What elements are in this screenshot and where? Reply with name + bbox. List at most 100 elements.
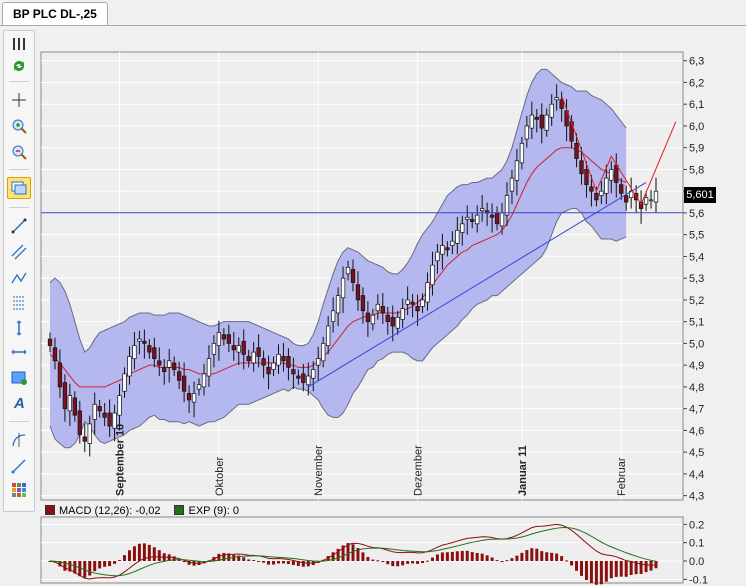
macd-line	[49, 523, 657, 580]
crosshair-tool-button[interactable]	[7, 89, 31, 111]
trendline-support[interactable]	[308, 182, 647, 388]
y-tick-label: 5,2	[689, 295, 704, 307]
macd-histogram-bar	[127, 550, 131, 561]
macd-histogram-bar	[137, 543, 141, 561]
horizontal-line-icon	[11, 349, 27, 355]
fibonacci-tool-button[interactable]	[7, 291, 31, 313]
macd-histogram-bar	[291, 561, 295, 566]
candle	[554, 97, 559, 101]
candle	[435, 251, 440, 262]
candle	[440, 245, 445, 255]
menu-tool-button[interactable]	[7, 33, 31, 55]
chart-tab[interactable]: BP PLC DL-,25	[2, 2, 108, 25]
candle	[122, 373, 127, 392]
macd-histogram-bar	[450, 551, 454, 561]
horizontal-line-tool-button[interactable]	[7, 341, 31, 363]
refresh-tool-button[interactable]	[7, 55, 31, 77]
vertical-line-tool-button[interactable]	[7, 317, 31, 339]
macd-histogram-bar	[336, 548, 340, 561]
candle	[231, 345, 236, 351]
candle	[519, 142, 525, 164]
candle	[172, 362, 177, 370]
candle	[340, 277, 346, 299]
macd-histogram-bar	[83, 561, 87, 578]
candle	[534, 116, 539, 120]
macd-histogram-bar	[550, 552, 554, 561]
candle	[201, 373, 207, 388]
y-tick-label: 5,4	[689, 251, 704, 263]
candle	[57, 362, 63, 388]
y-tick-label: 5,9	[689, 143, 704, 155]
chart-overlay-tool-button[interactable]	[7, 177, 31, 199]
macd-histogram-bar	[252, 560, 256, 562]
x-axis-label: Dezember	[413, 445, 425, 496]
candle	[395, 316, 400, 329]
candle	[67, 395, 73, 412]
macd-histogram-bar	[123, 555, 127, 561]
zoom-out-tool-button[interactable]	[7, 141, 31, 163]
macd-histogram-bar	[570, 561, 574, 566]
macd-histogram-bar	[649, 561, 653, 571]
candle	[375, 303, 380, 312]
current-price-badge: 5,601	[684, 187, 716, 203]
toolbar-separator	[9, 207, 29, 208]
macd-tick-label: -0.1	[689, 574, 708, 586]
y-tick-label: 4,7	[689, 404, 704, 416]
y-tick-label: 4,4	[689, 469, 704, 481]
crosshair-icon	[12, 93, 26, 107]
macd-histogram-bar	[167, 554, 171, 561]
candle	[261, 358, 266, 366]
macd-histogram-bar	[624, 561, 628, 577]
y-tick-label: 5,5	[689, 230, 704, 242]
macd-histogram-bar	[98, 561, 102, 569]
macd-histogram-bar	[232, 554, 236, 561]
grid-color-tool-button[interactable]	[7, 479, 31, 501]
macd-histogram-bar	[187, 561, 191, 565]
candle	[544, 114, 549, 131]
macd-histogram-bar	[286, 561, 290, 565]
macd-histogram-bar	[455, 551, 459, 561]
macd-histogram-bar	[172, 556, 176, 561]
indicator-legend: MACD (12,26): -0,02 EXP (9): 0	[45, 505, 239, 517]
candle	[450, 240, 455, 246]
bollinger-upper	[49, 68, 627, 353]
candle	[365, 312, 371, 323]
macd-histogram-bar	[579, 561, 583, 576]
candle	[465, 216, 470, 220]
macd-histogram-bar	[475, 553, 479, 561]
macd-histogram-bar	[142, 543, 146, 561]
candle	[306, 375, 311, 386]
macd-histogram-bar	[480, 553, 484, 561]
candle	[355, 284, 361, 301]
macd-histogram-bar	[202, 561, 206, 564]
macd-histogram-bar	[73, 561, 77, 574]
y-tick-label: 6,2	[689, 77, 704, 89]
ray-tool-button[interactable]	[7, 455, 31, 477]
rectangle-tool-button[interactable]	[7, 367, 31, 389]
candle	[206, 358, 212, 377]
chart-overlay-icon	[11, 181, 27, 195]
polyline-tool-button[interactable]	[7, 267, 31, 289]
candle	[271, 362, 276, 370]
candle	[82, 436, 87, 442]
trendline-tool-button[interactable]	[7, 215, 31, 237]
macd-histogram-bar	[555, 553, 559, 561]
channel-tool-button[interactable]	[7, 241, 31, 263]
drawing-toolbar: A	[3, 30, 35, 512]
candle	[77, 410, 82, 436]
candle	[638, 201, 644, 209]
candle	[162, 366, 167, 373]
candle	[176, 371, 182, 381]
candle	[251, 351, 256, 364]
text-tool-button[interactable]: A	[7, 391, 31, 413]
macd-histogram-bar	[629, 561, 633, 575]
macd-histogram-bar	[267, 561, 271, 565]
macd-tick-label: 0.2	[689, 519, 704, 531]
macd-histogram-bar	[132, 546, 136, 561]
rectangle-icon	[11, 371, 27, 385]
arc-tool-button[interactable]	[7, 429, 31, 451]
drawn-polyline[interactable]	[561, 95, 677, 206]
zoom-in-tool-button[interactable]	[7, 115, 31, 137]
macd-histogram-bar	[485, 555, 489, 561]
